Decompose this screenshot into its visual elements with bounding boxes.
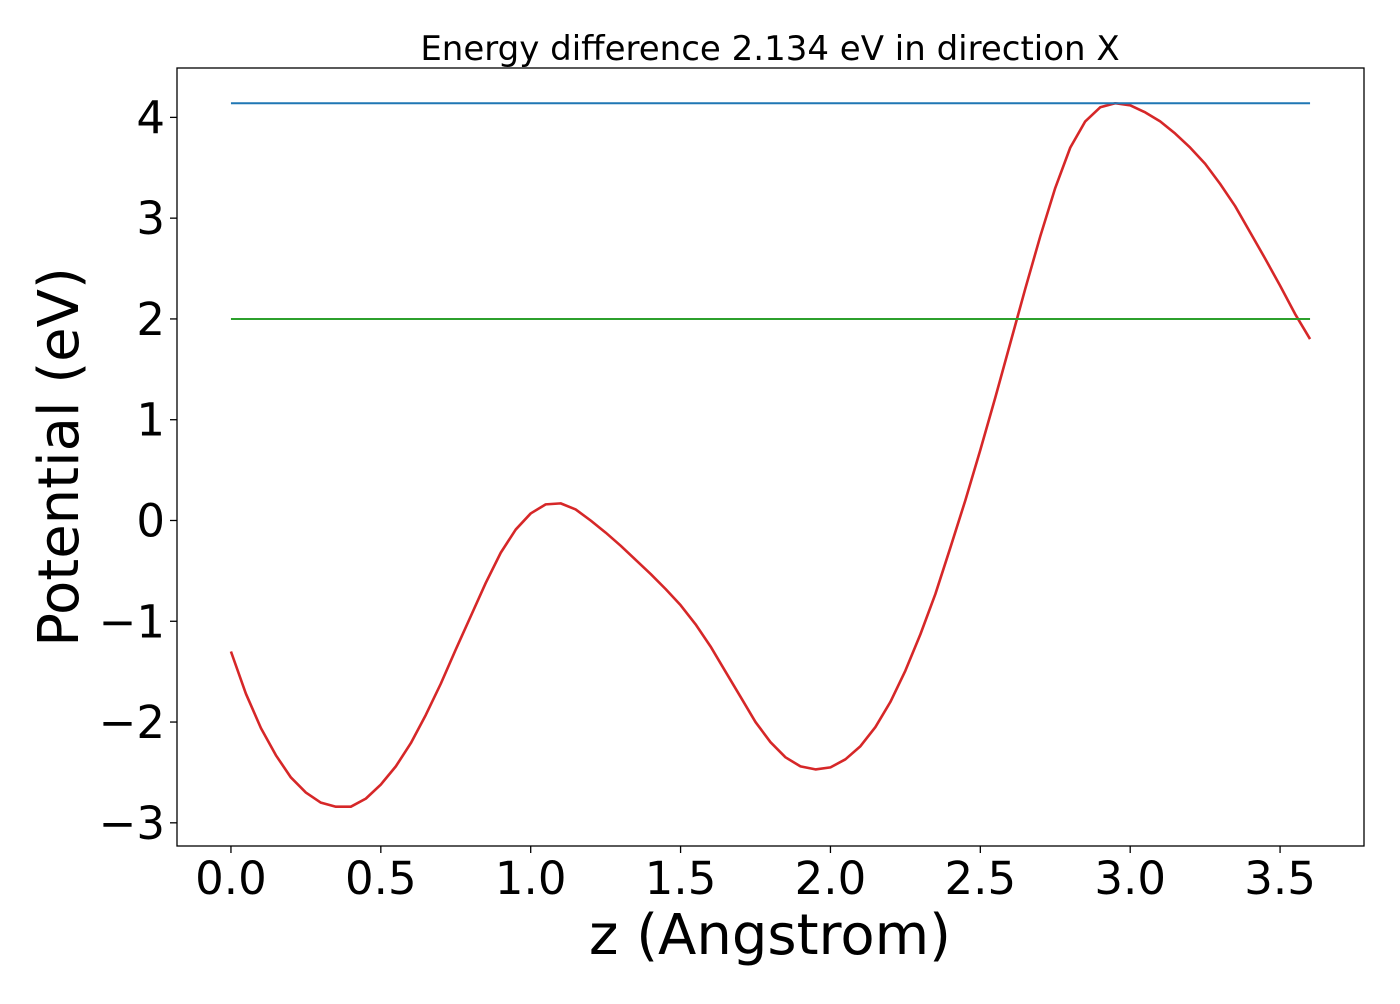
x-axis-ticks: 0.0 0.5 1.0 1.5 2.0 2.5 3.0 3.5 [195, 846, 1316, 905]
y-tick-label: 3 [136, 192, 165, 245]
y-tick-label: −3 [99, 797, 165, 850]
y-tick-label: 0 [136, 494, 165, 547]
chart-title: Energy difference 2.134 eV in direction … [420, 29, 1119, 69]
y-axis-ticks: −3 −2 −1 0 1 2 3 4 [99, 91, 177, 850]
series-layer [229, 101, 1312, 809]
y-tick-label: 1 [136, 394, 165, 447]
x-tick-label: 0.0 [195, 852, 267, 905]
y-tick-label: 2 [136, 293, 165, 346]
x-tick-label: 1.0 [495, 852, 567, 905]
x-tick-label: 2.0 [795, 852, 867, 905]
potential-curve [229, 101, 1312, 809]
y-tick-label: −2 [99, 696, 165, 749]
y-axis-label: Potential (eV) [27, 267, 92, 647]
plot-frame [176, 67, 1365, 847]
x-tick-label: 3.5 [1244, 852, 1316, 905]
x-tick-label: 0.5 [345, 852, 417, 905]
y-tick-label: −1 [99, 595, 165, 648]
x-tick-label: 1.5 [645, 852, 717, 905]
x-tick-label: 2.5 [945, 852, 1017, 905]
y-tick-label: 4 [136, 91, 165, 144]
x-tick-label: 3.0 [1094, 852, 1166, 905]
x-axis-label: z (Angstrom) [589, 903, 951, 968]
